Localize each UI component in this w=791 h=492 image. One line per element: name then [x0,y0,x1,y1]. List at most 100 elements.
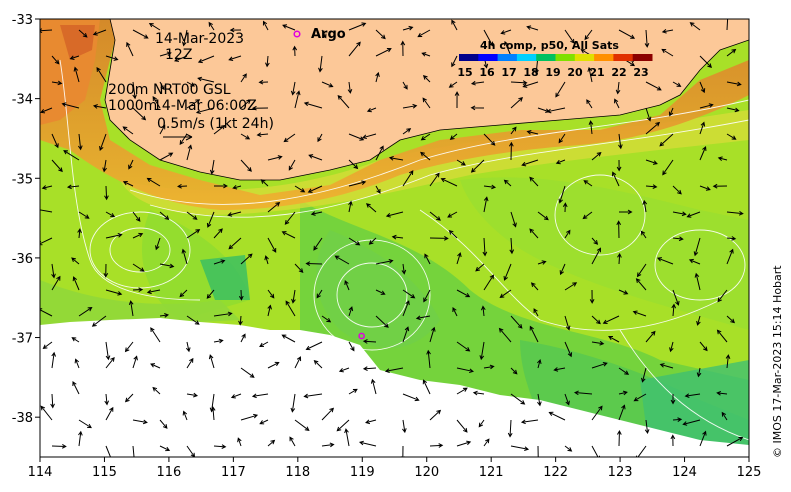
current-arrow [159,211,170,221]
current-arrow [51,443,67,449]
current-arrow [179,289,188,298]
current-arrow [456,387,468,395]
current-arrow [186,392,199,398]
colorbar-tick-label: 22 [611,66,626,79]
current-arrow [522,81,539,88]
colorbar-segment [497,54,518,61]
current-arrow [185,341,191,353]
current-arrow [508,141,514,161]
current-arrow [424,253,431,265]
date-label: 14-Mar-2023 [155,31,244,47]
current-arrow [92,29,107,36]
current-arrow [470,159,485,173]
current-arrow [40,28,53,33]
current-arrow [321,442,335,448]
current-arrow [686,211,701,218]
current-arrow [582,211,593,220]
current-arrow [310,211,323,216]
current-arrow [640,230,647,239]
current-arrow [78,306,93,317]
current-arrow [385,211,404,218]
current-arrow [591,340,605,346]
current-arrow [321,81,334,88]
current-arrow [105,406,114,421]
current-arrow [611,171,620,187]
current-arrow [313,237,323,251]
current-arrow [358,440,377,447]
current-arrow [696,315,701,326]
current-arrow [402,289,416,299]
depth-200m-label: 200m [108,82,148,98]
colorbar-segment [574,54,595,61]
current-arrow [618,29,636,39]
argo-marker-icon [293,30,301,38]
current-arrow [529,228,539,239]
current-arrow [448,81,458,88]
current-arrow [105,445,112,457]
credit-label: © IMOS 17-Mar-2023 15:14 Hobart [771,265,784,458]
current-arrow [548,411,566,421]
product-time-label: 14-Mar 06:00Z [153,98,257,114]
current-arrow [589,289,595,304]
colorbar-tick-label: 23 [633,66,648,79]
current-arrow [267,439,276,447]
current-arrow [267,202,281,213]
product-label: NRT00 GSL [153,82,231,98]
current-arrow [656,257,674,265]
current-arrow [661,48,674,57]
current-arrow [73,66,80,83]
current-arrow [66,184,80,190]
current-arrow [124,393,134,403]
current-arrow [285,300,296,317]
current-arrow [699,430,707,447]
current-arrow [482,237,488,257]
current-arrow [124,341,134,353]
current-arrow [132,107,147,121]
current-arrow [472,390,485,396]
current-arrow [635,278,647,291]
current-arrow [74,358,80,369]
current-arrow [51,159,63,173]
current-arrow [132,81,137,100]
current-arrow [159,124,166,135]
time-label: 12Z [165,47,192,63]
current-arrow [726,107,740,113]
current-arrow [375,71,380,83]
current-arrow [402,326,410,343]
current-arrow [537,359,542,369]
current-arrow [475,263,485,272]
current-arrow [510,393,526,405]
current-arrow [510,97,524,109]
current-arrow [132,29,149,39]
current-arrow [259,419,269,425]
current-arrow [181,248,188,265]
current-arrow [699,341,708,352]
current-arrow [420,151,431,161]
current-arrow [152,96,161,109]
current-arrow [230,393,242,399]
x-tick-label: 118 [285,465,310,480]
current-arrow [645,121,661,135]
current-arrow [159,445,171,452]
current-arrow [179,133,188,145]
current-arrow [537,260,547,265]
current-arrow [672,185,682,195]
current-arrow [282,24,296,31]
current-arrow [267,304,272,317]
current-arrow [564,282,578,291]
current-arrow [659,363,674,369]
current-arrow [256,132,269,138]
colorbar-segment [613,54,634,61]
current-arrow [583,180,593,187]
current-arrow [213,259,226,265]
current-arrow [400,40,406,57]
current-arrow [240,73,247,83]
colorbar-tick-label: 21 [589,66,604,79]
colorbar-segment [459,54,479,61]
current-arrow [456,419,468,433]
current-arrow [402,170,414,187]
current-arrow [584,29,593,41]
current-arrow [78,430,83,447]
current-arrow [321,29,327,39]
current-arrow [591,247,601,265]
